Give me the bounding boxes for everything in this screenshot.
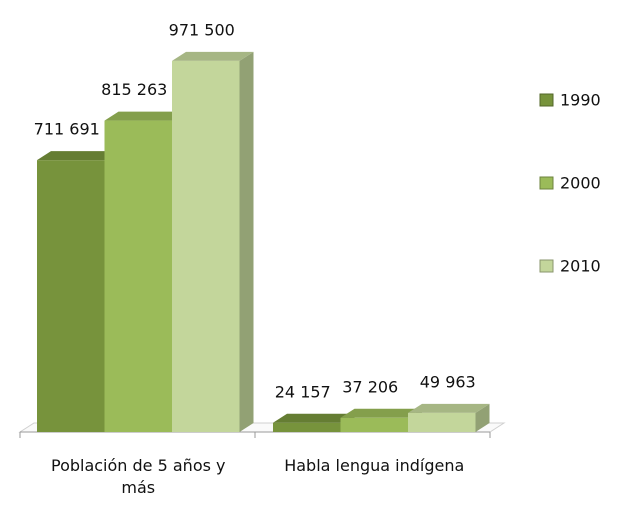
x-tick-label: Población de 5 años y más [50,456,226,497]
legend-swatch [539,93,554,107]
bar [408,403,490,432]
bar-top [104,111,186,121]
bar-top [340,408,422,418]
data-label: 49 963 [420,372,476,391]
x-tick-label: Habla lengua indígena [284,456,465,475]
bar-side [475,403,490,432]
bar-front [273,422,341,432]
data-label: 711 691 [34,120,100,139]
data-label: 971 500 [169,20,235,39]
legend-swatch [539,176,554,190]
data-label: 37 206 [342,377,398,396]
bar-top [172,51,254,61]
bar-top [37,151,119,161]
legend-swatch [539,259,554,273]
data-label: 815 263 [101,80,167,99]
bar-top [408,403,490,413]
bar-side [239,51,254,433]
bar-front [172,60,240,433]
legend-label: 1990 [560,91,601,110]
bar-front [340,417,408,432]
bar-top [273,413,355,423]
bar [37,151,119,432]
legend-label: 2010 [560,257,601,276]
bar-front [104,120,172,433]
data-label: 24 157 [275,382,331,401]
bar [172,51,254,433]
bar-front [408,412,476,432]
bar-front [37,160,105,432]
legend-label: 2000 [560,174,601,193]
